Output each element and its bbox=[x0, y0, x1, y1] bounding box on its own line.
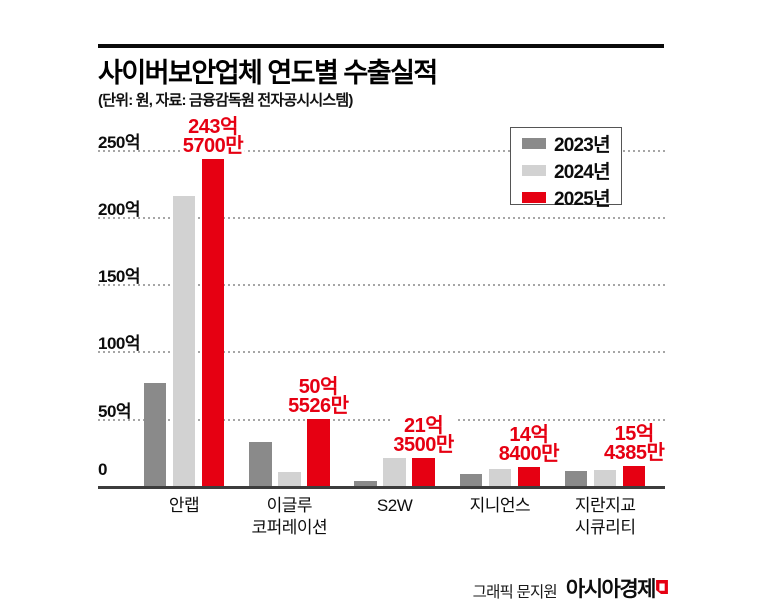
brand-name: 아시아경제 bbox=[565, 578, 657, 601]
legend-label: 2025년 bbox=[554, 189, 611, 210]
bar-2024년-지니언스 bbox=[488, 469, 512, 487]
x-axis-category-label: 지란지교 시큐리티 bbox=[574, 496, 636, 537]
credit-text: 그래픽 문지원 bbox=[472, 584, 558, 601]
bar-2023년-지니언스 bbox=[459, 474, 483, 487]
top-rule bbox=[98, 44, 664, 48]
bar-2023년-S2W bbox=[354, 480, 377, 487]
bar-2024년-이글루코퍼레이션 bbox=[278, 472, 301, 487]
x-axis-category-label: S2W bbox=[376, 496, 413, 515]
footer-credit: 그래픽 문지원 아시아경제 bbox=[473, 573, 668, 603]
bar-2023년-지란지교 시큐리티 bbox=[564, 470, 588, 487]
bar-2023년-이글루코퍼레이션 bbox=[249, 441, 272, 487]
x-axis-category-label: 지니언스 bbox=[469, 496, 531, 515]
y-axis-tick-label: 0 bbox=[98, 460, 107, 479]
y-axis-tick-label: 200억 bbox=[98, 199, 141, 219]
bar-2025년-이글루코퍼레이션 bbox=[307, 418, 330, 487]
y-axis-tick-label: 150억 bbox=[98, 267, 141, 287]
value-label-S2W: 21억 3500만 bbox=[391, 415, 456, 457]
legend-item-2023년: 2023년 bbox=[522, 130, 621, 157]
legend-label: 2024년 bbox=[554, 162, 611, 183]
gridline-150억 bbox=[98, 284, 665, 287]
legend-swatch-icon bbox=[522, 165, 546, 176]
y-axis-tick-label: 100억 bbox=[98, 334, 141, 354]
value-label-지란지교 시큐리티: 15억 4385만 bbox=[601, 423, 667, 465]
x-axis-category-label: 이글루 코퍼레이션 bbox=[251, 496, 328, 537]
bar-2023년-안랩 bbox=[143, 382, 167, 487]
bar-2025년-지란지교 시큐리티 bbox=[622, 466, 646, 487]
chart-title: 사이버보안업체 연도별 수출실적 bbox=[98, 58, 438, 88]
value-label-지니언스: 14억 8400만 bbox=[496, 424, 562, 466]
x-axis-line bbox=[98, 485, 665, 489]
bar-2025년-S2W bbox=[412, 458, 435, 487]
legend-swatch-icon bbox=[522, 138, 546, 149]
value-label-안랩: 243억 5700만 bbox=[180, 116, 246, 158]
bar-2024년-지란지교 시큐리티 bbox=[593, 469, 617, 487]
x-axis-category-label: 안랩 bbox=[168, 496, 200, 515]
bar-2025년-지니언스 bbox=[517, 467, 541, 487]
legend-item-2025년: 2025년 bbox=[522, 184, 621, 211]
chart-subtitle: (단위: 원, 자료: 금융감독원 전자공시시스템) bbox=[98, 92, 353, 109]
legend-swatch-icon bbox=[522, 192, 546, 203]
gridline-200억 bbox=[98, 216, 665, 219]
bar-2024년-안랩 bbox=[172, 195, 196, 487]
legend-item-2024년: 2024년 bbox=[522, 157, 621, 184]
gridline-100억 bbox=[98, 351, 665, 354]
chart-legend: 2023년 2024년 2025년 bbox=[510, 127, 622, 210]
asiae-logo-icon bbox=[656, 580, 668, 594]
value-label-이글루코퍼레이션: 50억 5526만 bbox=[286, 375, 351, 417]
bar-2024년-S2W bbox=[383, 458, 406, 487]
gridline-250억 bbox=[98, 149, 665, 152]
gridline-50억 bbox=[98, 418, 665, 421]
y-axis-tick-label: 250억 bbox=[98, 132, 141, 152]
legend-label: 2023년 bbox=[554, 135, 611, 156]
y-axis-tick-label: 50억 bbox=[98, 401, 132, 421]
bar-2025년-안랩 bbox=[201, 159, 225, 487]
